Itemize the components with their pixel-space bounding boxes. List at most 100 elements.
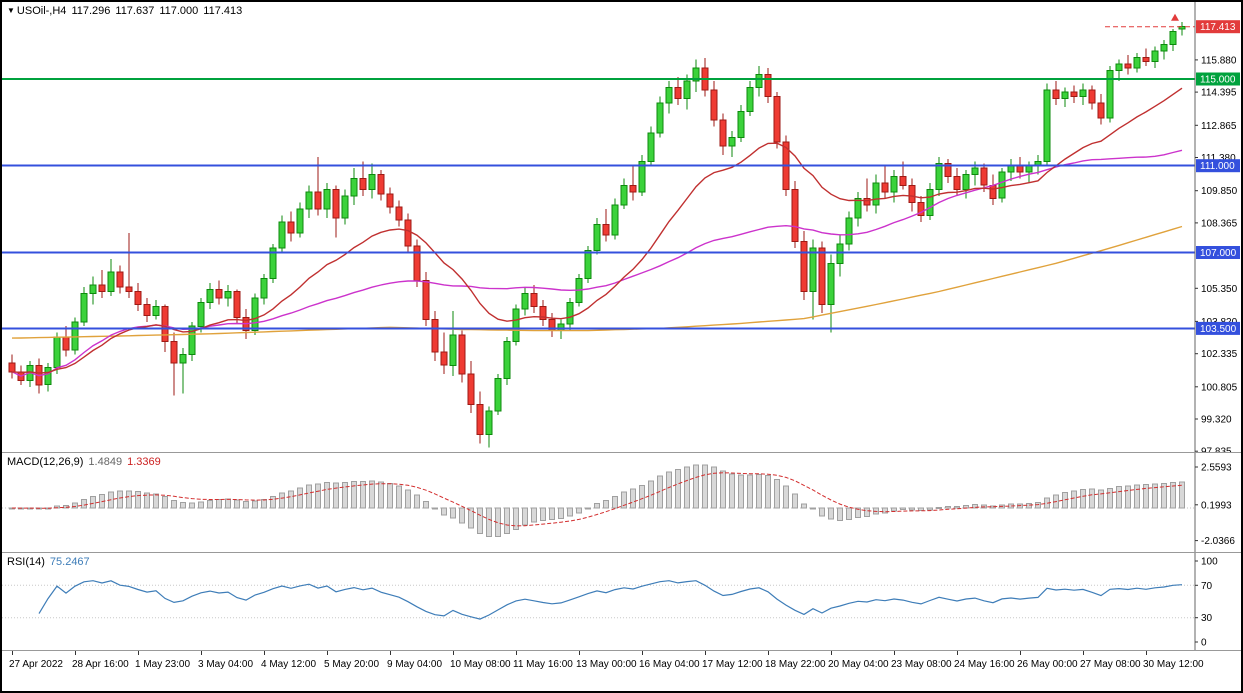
macd-bar xyxy=(270,496,276,509)
pane-separator[interactable] xyxy=(2,650,1241,651)
macd-bar xyxy=(1152,483,1158,509)
candle-up xyxy=(998,171,1006,199)
candle-up xyxy=(206,288,214,303)
macd-chart-canvas[interactable]: 2.5593 0.1993 -2.0366 xyxy=(2,453,1241,552)
price-badge-label: 115.000 xyxy=(1200,75,1236,86)
candle-down xyxy=(458,334,466,375)
ma-orange-line xyxy=(11,225,1183,339)
chart-title: ▼ USOil-,H4 117.296 117.637 117.000 117.413 xyxy=(7,5,247,17)
pane-separator[interactable] xyxy=(2,452,1241,453)
rsi-tick-label: 100 xyxy=(1201,557,1218,568)
candle-down xyxy=(539,306,547,321)
macd-bar xyxy=(675,468,681,509)
macd-bar xyxy=(927,507,933,511)
price-badge-label: 111.000 xyxy=(1200,161,1235,172)
candle-up xyxy=(197,301,205,327)
macd-bar xyxy=(405,489,411,509)
macd-bar xyxy=(126,490,132,509)
candle-up xyxy=(620,184,628,206)
time-label: 30 May 12:00 xyxy=(1143,659,1204,670)
macd-bar xyxy=(765,475,771,509)
candle-up xyxy=(566,301,574,325)
candle-up xyxy=(665,87,673,104)
price-tick-label: 111.380 xyxy=(1201,153,1236,164)
price-tick-label: 115.880 xyxy=(1201,55,1237,66)
time-label: 3 May 04:00 xyxy=(198,659,254,670)
candle-up xyxy=(638,160,646,193)
macd-bar xyxy=(189,502,195,509)
macd-bar xyxy=(387,483,393,509)
macd-main-value: 1.4849 xyxy=(88,456,123,468)
time-label: 18 May 22:00 xyxy=(765,659,826,670)
candle-down xyxy=(773,95,781,143)
macd-bar xyxy=(936,507,942,509)
macd-pane: 2.5593 0.1993 -2.0366 MACD(12,26,9) 1.4849 1… xyxy=(2,453,1241,552)
macd-bar xyxy=(432,507,438,510)
price-badge-label: 103.500 xyxy=(1200,324,1237,335)
price-tick-label: 100.805 xyxy=(1201,382,1238,393)
time-label: 13 May 00:00 xyxy=(576,659,637,670)
time-tick xyxy=(390,651,391,655)
macd-bar xyxy=(585,507,591,510)
time-axis[interactable]: 27 Apr 2022 28 Apr 16:00 1 May 23:00 3 May … xyxy=(2,651,1241,690)
price-badge-label: 117.413 xyxy=(1200,22,1236,33)
candle-down xyxy=(1052,89,1060,100)
candle-up xyxy=(107,271,115,292)
macd-bar xyxy=(1170,482,1176,509)
macd-bar xyxy=(306,484,312,509)
candle-up xyxy=(809,247,817,293)
macd-bar xyxy=(1098,489,1104,509)
time-tick xyxy=(642,651,643,655)
candle-up xyxy=(584,249,592,280)
price-tick-label: 99.320 xyxy=(1201,415,1232,426)
macd-bar xyxy=(243,501,249,509)
macd-bar xyxy=(1026,502,1032,509)
candle-down xyxy=(467,373,475,405)
candle-down xyxy=(530,293,538,308)
candle-up xyxy=(152,306,160,316)
candle-up xyxy=(449,334,457,366)
candle-up xyxy=(71,321,79,351)
macd-bar xyxy=(513,507,519,530)
time-tick xyxy=(894,651,895,655)
candlestick-series xyxy=(8,21,1186,448)
macd-bar xyxy=(504,507,510,535)
macd-bar xyxy=(288,490,294,509)
candle-up xyxy=(269,247,277,280)
candle-down xyxy=(764,74,772,97)
candle-up xyxy=(512,308,520,342)
price-chart-canvas[interactable]: 115.880 114.395 112.865 111.380 109.850 108.3… xyxy=(2,2,1241,452)
price-badge-label: 107.000 xyxy=(1200,248,1237,259)
rsi-tick-label: 0 xyxy=(1201,638,1207,649)
ohlc-high: 117.637 xyxy=(115,5,155,17)
time-tick xyxy=(453,651,454,655)
time-tick xyxy=(516,651,517,655)
candle-down xyxy=(215,288,223,299)
candle-down xyxy=(629,184,637,193)
candle-down xyxy=(332,189,340,219)
macd-bar xyxy=(639,484,645,509)
candle-down xyxy=(1142,56,1150,63)
candle-down xyxy=(431,319,439,353)
ohlc-low: 117.000 xyxy=(159,5,199,17)
pane-separator[interactable] xyxy=(2,552,1241,553)
ohlc-open: 117.296 xyxy=(71,5,111,17)
candle-up xyxy=(1169,30,1177,45)
candle-up xyxy=(188,325,196,355)
time-tick xyxy=(1020,651,1021,655)
candle-down xyxy=(989,184,997,199)
macd-bar xyxy=(828,507,834,520)
candle-up xyxy=(647,132,655,162)
macd-bar xyxy=(414,494,420,509)
macd-bar xyxy=(1071,490,1077,509)
time-label: 17 May 12:00 xyxy=(702,659,763,670)
macd-bar xyxy=(1125,485,1131,509)
candle-up xyxy=(278,221,286,249)
rsi-chart-canvas[interactable]: 100 70 30 0 xyxy=(2,553,1241,650)
time-tick xyxy=(705,651,706,655)
macd-bar xyxy=(1089,488,1095,509)
macd-tick-label: 2.5593 xyxy=(1201,463,1232,474)
time-label: 1 May 23:00 xyxy=(135,659,191,670)
rsi-label: RSI(14) xyxy=(7,556,45,568)
